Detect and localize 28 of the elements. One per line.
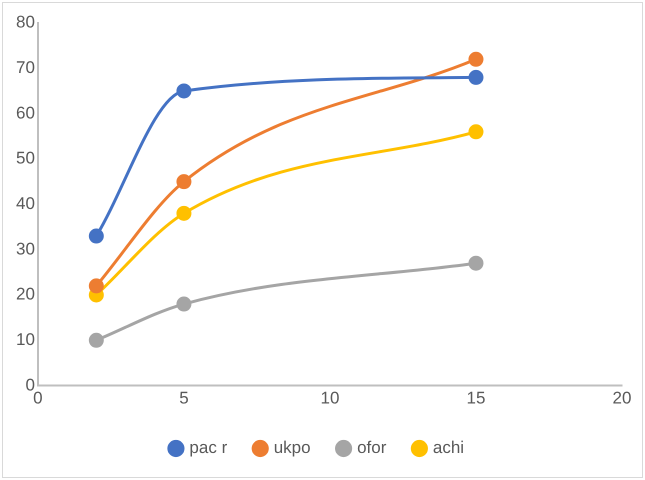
point (176, 174, 192, 190)
x-tick-label: 20 (612, 388, 632, 408)
point (468, 52, 484, 67)
point (468, 124, 484, 140)
legend-label: pac r (189, 438, 228, 458)
legend-label: ukpo (274, 438, 311, 458)
point (468, 70, 484, 85)
legend-label: ofor (357, 438, 387, 458)
y-tick-label: 40 (16, 194, 35, 213)
x-tick-label: 5 (179, 388, 189, 408)
point (88, 278, 104, 294)
point (176, 296, 192, 312)
y-tick-label: 10 (16, 330, 35, 349)
y-tick-label: 20 (16, 284, 35, 304)
point (468, 256, 484, 271)
x-tick-label: 10 (320, 388, 340, 408)
y-tick-label: 60 (16, 103, 35, 122)
y-tick-label: 80 (16, 12, 35, 32)
y-tick-label: 0 (25, 375, 35, 394)
point (88, 332, 104, 348)
point (176, 83, 192, 98)
y-tick-label: 70 (16, 58, 35, 78)
point (88, 228, 104, 244)
point (176, 206, 192, 221)
legend-label: achi (432, 438, 464, 458)
y-tick-label: 50 (16, 148, 35, 168)
y-tick-label: 30 (16, 239, 35, 258)
x-tick-label: 15 (466, 388, 486, 408)
